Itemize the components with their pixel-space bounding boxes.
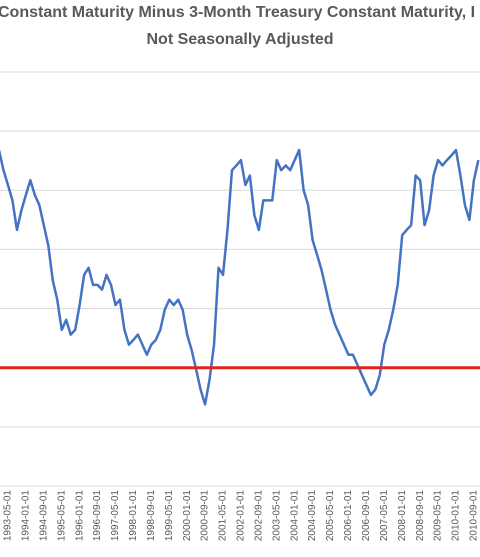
x-tick-label: 2004-01-01: [289, 490, 300, 542]
x-tick-label: 1995-05-01: [56, 490, 67, 542]
x-tick-label: 1993-05-01: [3, 490, 14, 542]
x-tick-label: 2007-05-01: [379, 490, 390, 542]
x-tick-label: 1996-01-01: [74, 490, 85, 542]
x-tick-label: 2000-01-01: [182, 490, 193, 542]
chart-title: Constant Maturity Minus 3-Month Treasury…: [0, 4, 475, 21]
x-tick-label: 2000-09-01: [200, 490, 211, 542]
x-tick-label: 2010-09-01: [469, 490, 480, 542]
data-line: [0, 148, 480, 406]
chart-subtitle: Not Seasonally Adjusted: [147, 31, 334, 48]
x-tick-label: 2001-05-01: [218, 490, 229, 542]
x-tick-label: 1998-09-01: [146, 490, 157, 542]
x-tick-label: 2008-09-01: [415, 490, 426, 542]
x-tick-label: 2002-09-01: [253, 490, 264, 542]
x-tick-label: 1999-05-01: [164, 490, 175, 542]
x-tick-label: 2009-05-01: [433, 490, 444, 542]
x-tick-label: 1997-05-01: [110, 490, 121, 542]
x-tick-label: 1998-01-01: [128, 490, 139, 542]
x-tick-label: 2008-01-01: [397, 490, 408, 542]
x-tick-label: 1996-09-01: [92, 490, 103, 542]
x-tick-label: 2010-01-01: [451, 490, 462, 542]
x-tick-label: 2003-05-01: [271, 490, 282, 542]
x-tick-label: 1994-01-01: [21, 490, 32, 542]
x-tick-label: 2005-05-01: [325, 490, 336, 542]
x-tick-label: 2002-01-01: [236, 490, 247, 542]
x-tick-label: 2006-01-01: [343, 490, 354, 542]
x-tick-label: 1994-09-01: [38, 490, 49, 542]
x-tick-label: 2004-09-01: [307, 490, 318, 542]
x-tick-label: 2006-09-01: [361, 490, 372, 542]
